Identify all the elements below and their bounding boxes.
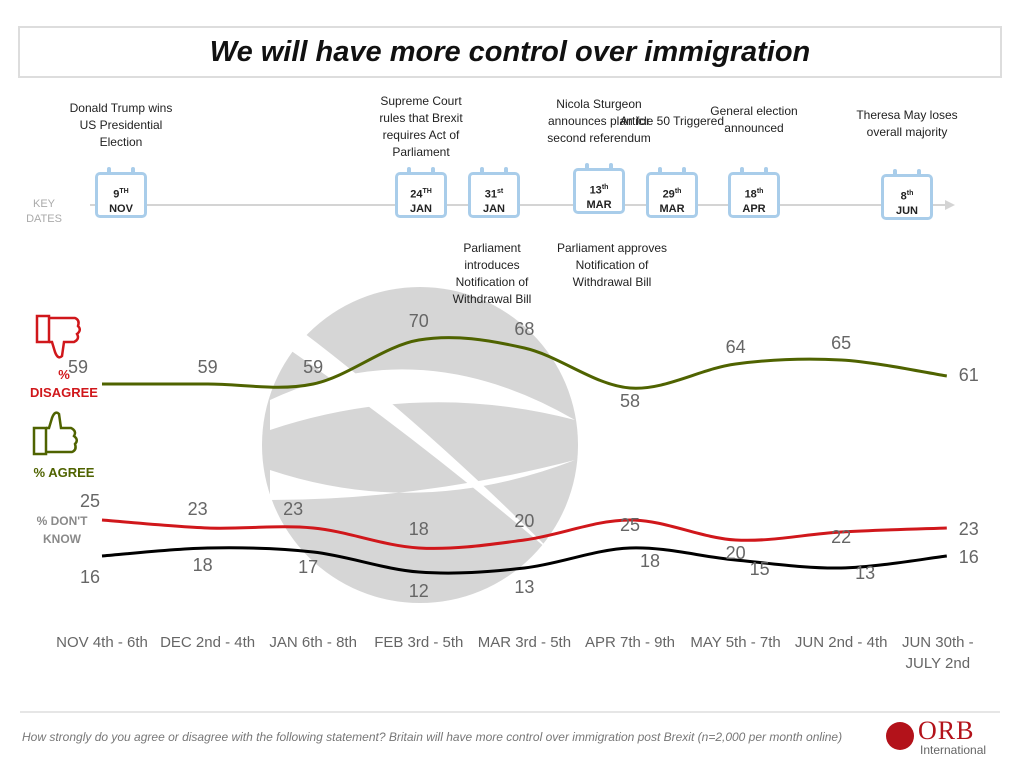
data-label: 13: [514, 577, 535, 597]
globe-graphic: [262, 287, 578, 603]
x-tick-label: MAR 3rd - 5th: [477, 634, 572, 651]
event-day: 29: [662, 188, 675, 201]
data-label: 20: [725, 543, 746, 563]
x-tick-label: MAY 5th - 7th: [690, 634, 781, 651]
data-label: 18: [192, 555, 213, 575]
series-line: [101, 336, 948, 390]
event-day-suffix: TH: [422, 188, 432, 195]
logo-sub: International: [920, 743, 987, 757]
timeline-arrow: [945, 200, 955, 210]
data-label: 61: [958, 365, 979, 385]
calendar-icon: 8th JUN: [881, 174, 933, 220]
data-label: 23: [283, 499, 304, 519]
event-label: Parliament introduces Notification of Wi…: [452, 241, 532, 306]
data-label: 23: [958, 519, 979, 539]
key-dates-label: KEY DATES: [26, 198, 62, 225]
legend-label: % AGREE: [33, 465, 95, 480]
data-label: 58: [619, 391, 641, 411]
thumb-down-icon: [35, 314, 81, 359]
data-label: 18: [639, 551, 661, 571]
event-month: MAR: [659, 202, 685, 215]
data-label: 25: [79, 491, 101, 511]
x-tick-label: FEB 3rd - 5th: [374, 634, 464, 651]
event-day-suffix: th: [906, 190, 914, 197]
calendar-icon: 31st JAN: [468, 172, 520, 218]
event-label: General election announced: [710, 104, 798, 135]
x-tick-label: JUN 30th - JULY 2nd: [901, 634, 974, 672]
event-label: Nicola Sturgeon announces plan for secon…: [547, 97, 651, 145]
event-day-suffix: TH: [119, 188, 129, 195]
event-month: APR: [742, 202, 766, 215]
legend-label: % DON'T KNOW: [36, 514, 88, 546]
event-day-suffix: th: [674, 188, 682, 195]
data-label: 68: [514, 319, 535, 339]
data-label: 12: [408, 581, 429, 601]
series-line: [101, 518, 947, 550]
event-day: 31: [484, 188, 497, 201]
thumb-up-icon: [32, 411, 78, 456]
x-tick-label: JUN 2nd - 4th: [794, 634, 888, 651]
title-box: We will have more control over immigrati…: [18, 26, 1002, 78]
event-label: Theresa May loses overall majority: [856, 108, 958, 139]
event-month: JAN: [409, 202, 432, 215]
event-label: Parliament approves Notification of With…: [556, 241, 668, 289]
event-month: MAR: [586, 198, 612, 211]
data-label: 16: [79, 567, 101, 587]
logo-mark: [886, 722, 914, 750]
event-day: 9: [113, 188, 120, 201]
series-line: [101, 546, 947, 575]
data-label: 25: [619, 515, 641, 535]
event-label: Donald Trump wins US Presidential Electi…: [69, 101, 173, 149]
x-tick-label: NOV 4th - 6th: [56, 634, 148, 651]
x-tick-label: DEC 2nd - 4th: [160, 634, 256, 651]
logo: ORB: [918, 716, 975, 745]
data-label: 23: [187, 499, 208, 519]
event-month: JAN: [482, 202, 505, 215]
event-day-suffix: th: [601, 184, 609, 191]
event-label: Supreme Court rules that Brexit requires…: [379, 94, 463, 159]
calendar-icon: 18th APR: [728, 172, 780, 218]
event-day-suffix: th: [756, 188, 764, 195]
event-day: 13: [589, 184, 602, 197]
data-label: 20: [514, 511, 535, 531]
data-label: 18: [408, 519, 429, 539]
event-day-suffix: st: [497, 188, 504, 195]
calendar-icon: 13th MAR: [573, 168, 625, 214]
calendar-icon: 9TH NOV: [95, 172, 147, 218]
event-month: NOV: [109, 202, 133, 215]
x-tick-label: APR 7th - 9th: [584, 634, 676, 651]
data-label: 59: [67, 357, 89, 377]
data-label: 17: [298, 557, 319, 577]
data-label: 16: [958, 547, 979, 567]
data-label: 22: [831, 527, 852, 547]
data-label: 59: [197, 357, 218, 377]
calendar-icon: 24TH JAN: [395, 172, 447, 218]
x-tick-label: JAN 6th - 8th: [269, 634, 357, 651]
footer-question: How strongly do you agree or disagree wi…: [22, 730, 843, 744]
data-label: 15: [749, 559, 770, 579]
data-label: 65: [831, 333, 852, 353]
legend-label: % DISAGREE: [30, 367, 98, 400]
event-month: JUN: [895, 204, 918, 217]
data-label: 59: [303, 357, 324, 377]
event-label: Article 50 Triggered: [619, 114, 725, 128]
event-day: 8: [900, 190, 907, 203]
data-label: 64: [725, 337, 746, 357]
data-label: 70: [408, 311, 429, 331]
calendar-icon: 29th MAR: [646, 172, 698, 218]
data-label: 13: [855, 563, 876, 583]
event-day: 18: [744, 188, 757, 201]
event-day: 24: [410, 188, 423, 201]
